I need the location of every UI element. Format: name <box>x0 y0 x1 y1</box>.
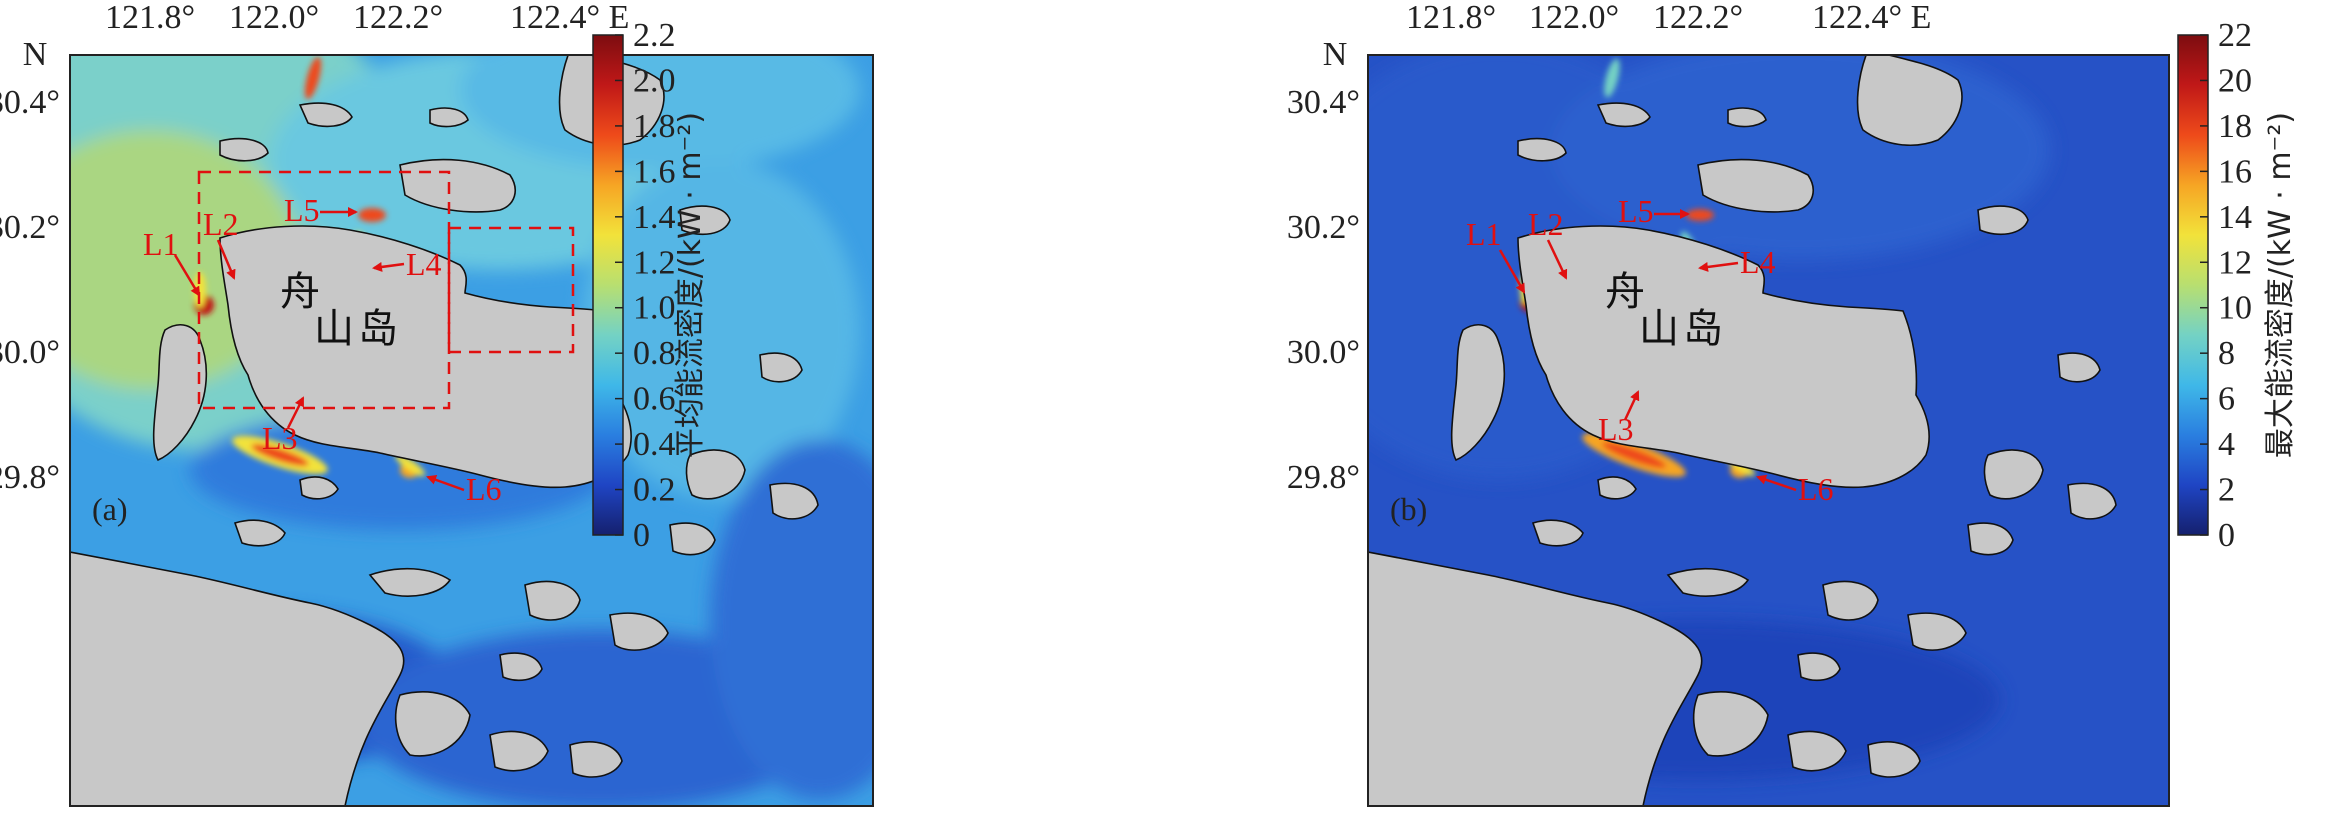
lon-tick-a-2: 122.0° <box>229 0 319 36</box>
map-frame-a <box>69 54 874 807</box>
north-label-a: N <box>23 36 48 73</box>
colorbar-tick-label: 6 <box>2218 381 2235 418</box>
site-label-a-L2: L2 <box>203 206 239 242</box>
lon-tick-a-1: 121.8° <box>105 0 195 36</box>
colorbar-tick-label: 2.2 <box>633 17 676 54</box>
site-label-a-L4: L4 <box>406 246 442 282</box>
lat-tick-a-2: 30.2° <box>0 209 60 246</box>
colorbar-tick-label: 2 <box>2218 472 2235 509</box>
colorbar-tick-label: 20 <box>2218 62 2252 99</box>
lat-tick-b-2: 30.2° <box>1287 209 1360 246</box>
island-char-b-3: 岛 <box>1683 306 1723 352</box>
colorbar-tick-label: 16 <box>2218 153 2252 190</box>
site-label-a-L5: L5 <box>284 192 320 228</box>
colorbar-tick-label: 0 <box>633 517 650 554</box>
lat-tick-b-1: 30.4° <box>1287 84 1360 121</box>
island-char-b-1: 舟 <box>1605 269 1645 315</box>
site-label-b-L1: L1 <box>1466 216 1502 252</box>
map-frame-b <box>1367 54 2170 807</box>
colorbar-tick-label: 18 <box>2218 108 2252 145</box>
colorbar-a: 0 0.2 0.4 0.6 0.8 1.0 1.2 1.4 1.6 1.8 2.0 2.2 平均能流密… <box>592 17 708 554</box>
lon-tick-b-4: 122.4° E <box>1812 0 1931 36</box>
island-char-a-2: 山 <box>314 306 354 352</box>
colorbar-tick-label: 1.6 <box>633 153 676 190</box>
colorbar-tick-label: 0.4 <box>633 426 676 463</box>
lat-tick-b-4: 29.8° <box>1287 459 1360 496</box>
site-label-b-L5: L5 <box>1618 193 1654 229</box>
colorbar-tick-label: 14 <box>2218 199 2252 236</box>
site-label-a-L1: L1 <box>143 226 179 262</box>
island-char-b-2: 山 <box>1639 306 1679 352</box>
colorbar-tick-label: 0.6 <box>633 381 676 418</box>
colorbar-tick-label: 1.4 <box>633 199 676 236</box>
lat-tick-b-3: 30.0° <box>1287 334 1360 371</box>
colorbar-tick-label: 10 <box>2218 290 2252 327</box>
lat-tick-a-4: 29.8° <box>0 459 60 496</box>
panel-label-a: (a) <box>92 491 128 527</box>
colorbar-tick-label: 0.2 <box>633 472 676 509</box>
north-label-b: N <box>1323 36 1348 73</box>
lon-tick-a-4: 122.4° E <box>510 0 629 36</box>
colorbar-tick-label: 4 <box>2218 426 2235 463</box>
colorbar-tick-label: 1.8 <box>633 108 676 145</box>
lat-tick-a-3: 30.0° <box>0 334 60 371</box>
site-label-b-L2: L2 <box>1528 206 1564 242</box>
site-label-a-L3: L3 <box>262 420 298 456</box>
site-label-a-L6: L6 <box>466 471 502 507</box>
lon-tick-b-1: 121.8° <box>1406 0 1496 36</box>
colorbar-tick-label: 0.8 <box>633 335 676 372</box>
lat-tick-a-1: 30.4° <box>0 84 60 121</box>
colorbar-tick-label: 0 <box>2218 517 2235 554</box>
map-a <box>70 55 873 806</box>
colorbar-tick-label: 2.0 <box>633 62 676 99</box>
island-char-a-3: 岛 <box>358 306 398 352</box>
panel-a: 121.8° 122.0° 122.2° 122.4° E N 30.4° 30… <box>0 0 874 807</box>
site-annotations-a: L1 L2 L3 L4 L5 L6 <box>143 192 502 507</box>
colorbar-title-b: 最大能流密度/(kW · m⁻²) <box>2263 112 2298 458</box>
site-label-b-L3: L3 <box>1598 411 1634 447</box>
colorbar-tick-label: 1.2 <box>633 244 676 281</box>
map-b <box>1368 55 2169 806</box>
colorbar-b: 0 2 4 6 8 10 12 14 16 18 20 22 最大能流密度/(kW · m⁻²) <box>2177 17 2298 554</box>
site-annotations-b: L1 L2 L3 L4 L5 L6 <box>1466 193 1834 507</box>
panel-label-b: (b) <box>1390 491 1427 527</box>
colorbar-title-a: 平均能流密度/(kW · m⁻²) <box>673 112 708 458</box>
lon-tick-a-3: 122.2° <box>353 0 443 36</box>
lon-tick-b-3: 122.2° <box>1653 0 1743 36</box>
lon-tick-b-2: 122.0° <box>1529 0 1619 36</box>
study-box-east <box>447 226 575 354</box>
panel-b: 121.8° 122.0° 122.2° 122.4° E N 30.4° 30… <box>1287 0 2298 807</box>
colorbar-tick-label: 1.0 <box>633 290 676 327</box>
island-char-a-1: 舟 <box>280 269 320 315</box>
site-label-b-L4: L4 <box>1740 244 1776 280</box>
study-box-main <box>197 170 451 410</box>
colorbar-tick-label: 8 <box>2218 335 2235 372</box>
colorbar-tick-label: 12 <box>2218 244 2252 281</box>
colorbar-tick-label: 22 <box>2218 17 2252 54</box>
site-label-b-L6: L6 <box>1798 471 1834 507</box>
